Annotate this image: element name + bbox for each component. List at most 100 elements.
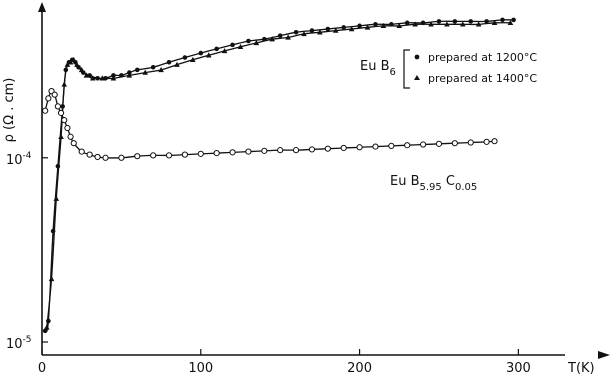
legend-marker-filled-triangle (414, 75, 420, 80)
data-point (67, 59, 74, 65)
series-2 (42, 88, 498, 161)
data-point (435, 140, 443, 147)
y-ticks: 10-510-4 (6, 151, 48, 352)
series-label-eub595c005: Eu B5.95 C0.05 (390, 174, 477, 193)
data-point (57, 109, 65, 117)
data-point (118, 154, 125, 161)
data-point (42, 107, 49, 114)
x-tick-label: 300 (506, 361, 531, 376)
data-point (364, 24, 371, 30)
data-point (51, 91, 58, 98)
data-point (428, 21, 434, 27)
data-point (42, 328, 48, 334)
data-point (237, 43, 244, 50)
data-point (285, 34, 291, 40)
data-point (404, 20, 410, 26)
data-point (277, 147, 284, 154)
x-axis-label: T(K) (567, 361, 595, 376)
data-point (221, 47, 228, 54)
data-point (500, 17, 505, 23)
data-point (134, 67, 140, 73)
data-point (45, 95, 52, 102)
data-point (134, 153, 141, 160)
data-point (214, 46, 219, 52)
data-point (380, 22, 387, 29)
data-point (324, 145, 331, 152)
data-point (94, 153, 101, 161)
data-point (308, 146, 316, 153)
data-point (356, 144, 363, 151)
data-point (419, 141, 427, 148)
data-point (78, 66, 85, 73)
data-point (182, 55, 188, 60)
data-point (43, 324, 50, 330)
data-point (78, 148, 85, 155)
data-point (230, 42, 235, 48)
y-tick-label: 10-4 (6, 151, 32, 168)
data-point (70, 140, 77, 147)
data-point (61, 117, 68, 124)
data-point (340, 144, 347, 152)
data-point (246, 38, 251, 44)
x-tick-label: 0 (38, 361, 46, 376)
data-point (90, 75, 96, 81)
x-axis-arrow-icon (598, 351, 610, 359)
data-point (332, 27, 339, 33)
data-point (61, 81, 68, 87)
y-tick-label: 10-5 (6, 335, 32, 352)
data-point (452, 19, 458, 24)
data-point (110, 75, 117, 81)
data-point (150, 152, 157, 159)
data-point (261, 147, 268, 154)
data-point (213, 150, 220, 157)
axes (38, 2, 610, 359)
data-point (475, 21, 482, 27)
data-point (64, 124, 71, 132)
y-axis-arrow-icon (38, 2, 46, 12)
data-point (67, 133, 74, 140)
data-point (253, 39, 260, 46)
y-tick-label-exp: -4 (23, 151, 32, 161)
series-line (44, 90, 495, 159)
data-point (64, 61, 71, 67)
data-point (158, 66, 164, 73)
data-point (58, 133, 64, 139)
data-point (317, 29, 323, 35)
data-point (197, 150, 204, 157)
y-tick-label-base: 10 (6, 337, 23, 352)
data-point (126, 72, 133, 78)
data-point (451, 140, 458, 147)
data-point (277, 33, 283, 38)
y-tick-label-exp: -5 (23, 335, 32, 345)
x-tick-label: 100 (188, 361, 213, 376)
data-point (70, 56, 77, 63)
data-point (54, 103, 61, 110)
data-point (491, 19, 498, 26)
data-point (190, 56, 196, 63)
legend-entry-1400: prepared at 1400°C (428, 72, 537, 85)
data-point (483, 138, 490, 145)
data-point (205, 52, 212, 58)
data-point (83, 72, 90, 78)
data-point (292, 147, 300, 154)
series-label-base: Eu B (390, 174, 420, 189)
data-point (444, 21, 450, 27)
legend-compound: Eu B6 (360, 59, 396, 78)
data-point (388, 142, 395, 149)
data-point (102, 154, 109, 161)
data-point (198, 50, 204, 56)
series-label-mid: C (442, 174, 455, 189)
data-point (357, 23, 362, 29)
data-point (269, 36, 276, 42)
data-point (293, 29, 299, 35)
data-point (165, 152, 173, 159)
data-point (150, 64, 156, 70)
data-point (396, 22, 403, 29)
data-point (341, 25, 346, 30)
data-point (229, 149, 236, 156)
legend-compound-sub: 6 (390, 67, 396, 78)
data-point (53, 195, 60, 201)
series-label-sub1: 5.95 (420, 182, 442, 193)
y-axis-label: ρ (Ω . cm) (2, 78, 17, 143)
data-point (468, 19, 474, 24)
